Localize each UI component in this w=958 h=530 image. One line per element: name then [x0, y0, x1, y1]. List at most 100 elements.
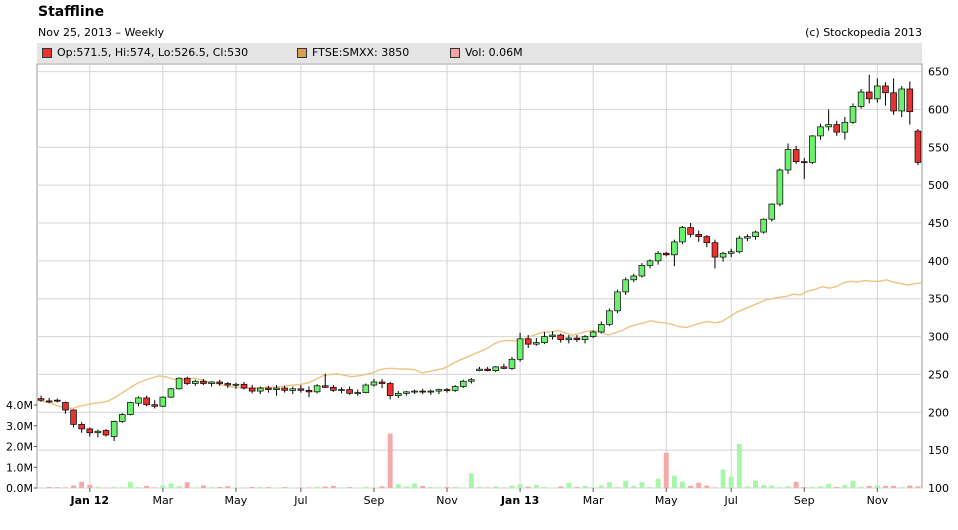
volume-bar	[509, 485, 515, 488]
y-tick-label: 150	[928, 444, 949, 457]
candle-body	[216, 381, 223, 384]
volume-bar	[460, 487, 466, 489]
y-tick-label: 100	[928, 482, 949, 495]
y-tick-label: 550	[928, 141, 949, 154]
candle-body	[86, 428, 94, 434]
candle-body	[110, 421, 118, 437]
candle-body	[175, 377, 183, 390]
candle-body	[232, 383, 240, 386]
volume-bar	[883, 485, 888, 488]
candle-body	[94, 430, 102, 434]
y-tick-label: 450	[928, 217, 949, 230]
volume-bar	[38, 487, 44, 489]
candle-body	[598, 324, 605, 333]
volume-bar	[834, 486, 840, 488]
volume-bar	[371, 487, 377, 489]
volume-bar	[103, 487, 109, 489]
volume-bar	[493, 486, 499, 488]
volume-bar	[468, 473, 474, 488]
candle-body	[273, 387, 280, 390]
candle-body	[151, 404, 159, 407]
volume-bar	[590, 487, 596, 488]
plot-area	[36, 63, 923, 489]
volume-bar	[761, 484, 767, 488]
candle-body	[671, 241, 678, 256]
candle-body	[240, 383, 248, 389]
candle-body	[857, 91, 865, 107]
candle-body	[500, 366, 508, 369]
candle-body	[549, 334, 556, 337]
legend-label-volume: Vol: 0.06M	[465, 46, 523, 59]
candle-body	[541, 336, 548, 343]
y-tick-label: 400	[928, 255, 949, 268]
candle-body	[403, 391, 410, 394]
candle-body	[565, 337, 573, 340]
candle-body	[143, 397, 150, 406]
volume-bar	[412, 483, 417, 488]
legend-swatch-index	[297, 47, 307, 58]
volume-bar	[745, 486, 750, 488]
volume-bar	[225, 486, 231, 488]
legend-item-index: FTSE:SMXX: 3850	[297, 46, 409, 59]
volume-bar	[501, 487, 507, 489]
candle-body	[874, 85, 881, 100]
candle-body	[265, 387, 272, 390]
candle-body	[849, 106, 857, 123]
volume-bar	[615, 486, 620, 488]
candle-body	[622, 279, 629, 293]
volume-bar	[136, 486, 141, 488]
volume-bar	[801, 486, 807, 488]
volume-bar	[79, 481, 85, 488]
volume-bar	[550, 487, 556, 488]
volume-bar	[753, 480, 758, 488]
candle-body	[484, 368, 491, 371]
volume-bar	[355, 487, 361, 489]
volume-bar	[866, 485, 872, 488]
candle-body	[752, 231, 759, 237]
candle-body	[581, 336, 589, 340]
y-tick-label: 250	[928, 368, 949, 381]
volume-tick-label: 0.0M	[6, 482, 33, 495]
candle-body	[719, 252, 727, 258]
candle-body	[573, 337, 581, 340]
candle-body	[825, 124, 832, 128]
candle-body	[711, 242, 719, 258]
candle-body	[370, 381, 378, 386]
candle-body	[516, 338, 524, 360]
volume-bar	[160, 485, 166, 488]
volume-bar	[728, 476, 734, 488]
volume-bar	[485, 487, 491, 488]
volume-tick-label: 2.0M	[6, 441, 33, 454]
candle-body	[313, 385, 321, 393]
volume-bar	[306, 487, 312, 488]
volume-tick-label: 4.0M	[6, 399, 33, 412]
volume-bar	[558, 486, 564, 488]
volume-bar	[720, 469, 726, 488]
legend-swatch-price	[42, 47, 52, 58]
volume-bar	[144, 485, 150, 488]
x-tick-label: Sep	[794, 494, 815, 507]
candle-body	[468, 379, 475, 382]
volume-bar	[598, 485, 604, 488]
volume-bar	[274, 487, 279, 489]
volume-bar	[298, 487, 304, 489]
legend-swatch-volume	[450, 47, 460, 58]
volume-bar	[71, 485, 76, 488]
volume-bar	[282, 487, 288, 488]
volume-bar	[241, 487, 247, 489]
candle-body	[630, 275, 638, 281]
volume-bar	[322, 486, 328, 488]
candle-body	[492, 366, 500, 371]
volume-bar	[477, 486, 482, 488]
candle-body	[817, 126, 824, 137]
copyright-notice: (c) Stockopedia 2013	[805, 26, 922, 39]
volume-bar	[842, 484, 848, 488]
volume-bar	[95, 486, 101, 488]
candle-body	[289, 388, 297, 391]
candle-body	[200, 380, 207, 384]
volume-bar	[379, 486, 385, 488]
volume-bar	[209, 487, 214, 488]
candle-body	[305, 389, 313, 393]
